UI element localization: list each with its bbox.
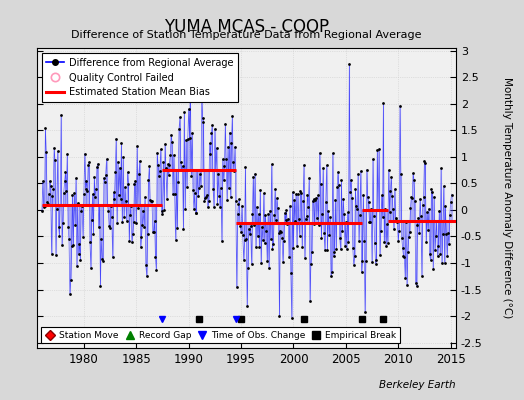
Y-axis label: Monthly Temperature Anomaly Difference (°C): Monthly Temperature Anomaly Difference (… bbox=[502, 77, 512, 319]
Text: Difference of Station Temperature Data from Regional Average: Difference of Station Temperature Data f… bbox=[71, 30, 421, 40]
Legend: Station Move, Record Gap, Time of Obs. Change, Empirical Break: Station Move, Record Gap, Time of Obs. C… bbox=[41, 327, 400, 344]
Text: YUMA MCAS - COOP: YUMA MCAS - COOP bbox=[163, 18, 329, 36]
Text: Berkeley Earth: Berkeley Earth bbox=[379, 380, 456, 390]
